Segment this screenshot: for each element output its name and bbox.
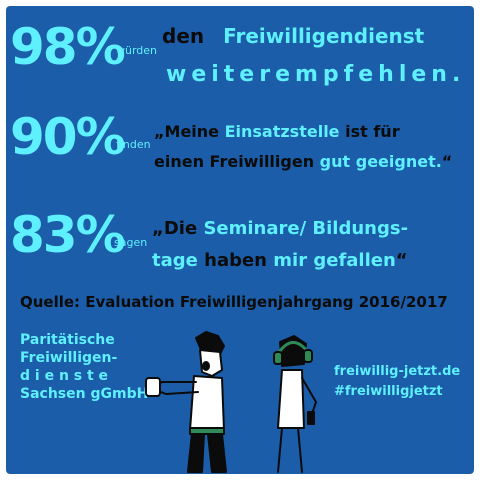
website-link[interactable]: freiwillig-jetzt.de — [334, 364, 461, 379]
headphones-person-illustration — [273, 335, 317, 473]
stat3-quote-close: “ — [395, 250, 408, 271]
stat1-line1: den Freiwilligendienst — [162, 24, 424, 48]
org-line-4: Sachsen gGmbH — [20, 386, 149, 402]
organization-name: Paritätische Freiwilligen- d i e n s t e… — [20, 331, 148, 403]
stat3-word-tage: tage — [152, 250, 198, 271]
stat3-verb: sagen — [114, 236, 148, 249]
stat1-verb: würden — [116, 44, 158, 57]
stat3-percent: 83% — [10, 206, 126, 264]
stat3-line2: tage haben mir gefallen“ — [152, 250, 408, 271]
source-text: Quelle: Evaluation Freiwilligenjahrgang … — [20, 293, 448, 311]
stat2-word-einen-freiwilligen: einen Freiwilligen — [154, 152, 315, 171]
org-line-1: Paritätische — [20, 332, 115, 348]
stat3-word-haben: haben — [204, 250, 267, 271]
stat2-quote-close: “ — [441, 152, 453, 171]
stat2-verb: finden — [116, 138, 151, 151]
poster-panel: 98% würden den Freiwilligendienst weiter… — [6, 6, 474, 474]
stat2-percent: 90% — [10, 108, 126, 166]
stat3-word-seminare: Seminare/ Bildungs- — [203, 218, 409, 239]
footer-links: freiwillig-jetzt.de #freiwilligjetzt — [334, 362, 460, 402]
stat2-word-gut-geeignet: gut geeignet. — [319, 152, 442, 171]
photographer-illustration — [145, 331, 227, 473]
stat3-word-mir-gefallen: mir gefallen — [273, 250, 396, 271]
stat2-line2: einen Freiwilligen gut geeignet.“ — [154, 152, 452, 171]
org-line-3: d i e n s t e — [20, 368, 109, 384]
stat1-word-freiwilligendienst: Freiwilligendienst — [223, 24, 425, 48]
stat1-percent: 98% — [10, 18, 126, 76]
stat2-word-meine: „Meine — [154, 122, 220, 141]
stat3-line1: „Die Seminare/ Bildungs- — [152, 218, 408, 239]
stat2-word-ist-fuer: ist für — [345, 122, 400, 141]
stat1-word-den: den — [162, 24, 205, 48]
stat2-line1: „Meine Einsatzstelle ist für — [154, 122, 400, 141]
org-line-2: Freiwilligen- — [20, 350, 118, 366]
stat2-word-einsatzstelle: Einsatzstelle — [224, 122, 340, 141]
hashtag-text: #freiwilligjetzt — [334, 384, 443, 399]
stat3-word-die: „Die — [152, 218, 198, 239]
stat1-line2: weiterempfehlen. — [166, 62, 466, 87]
